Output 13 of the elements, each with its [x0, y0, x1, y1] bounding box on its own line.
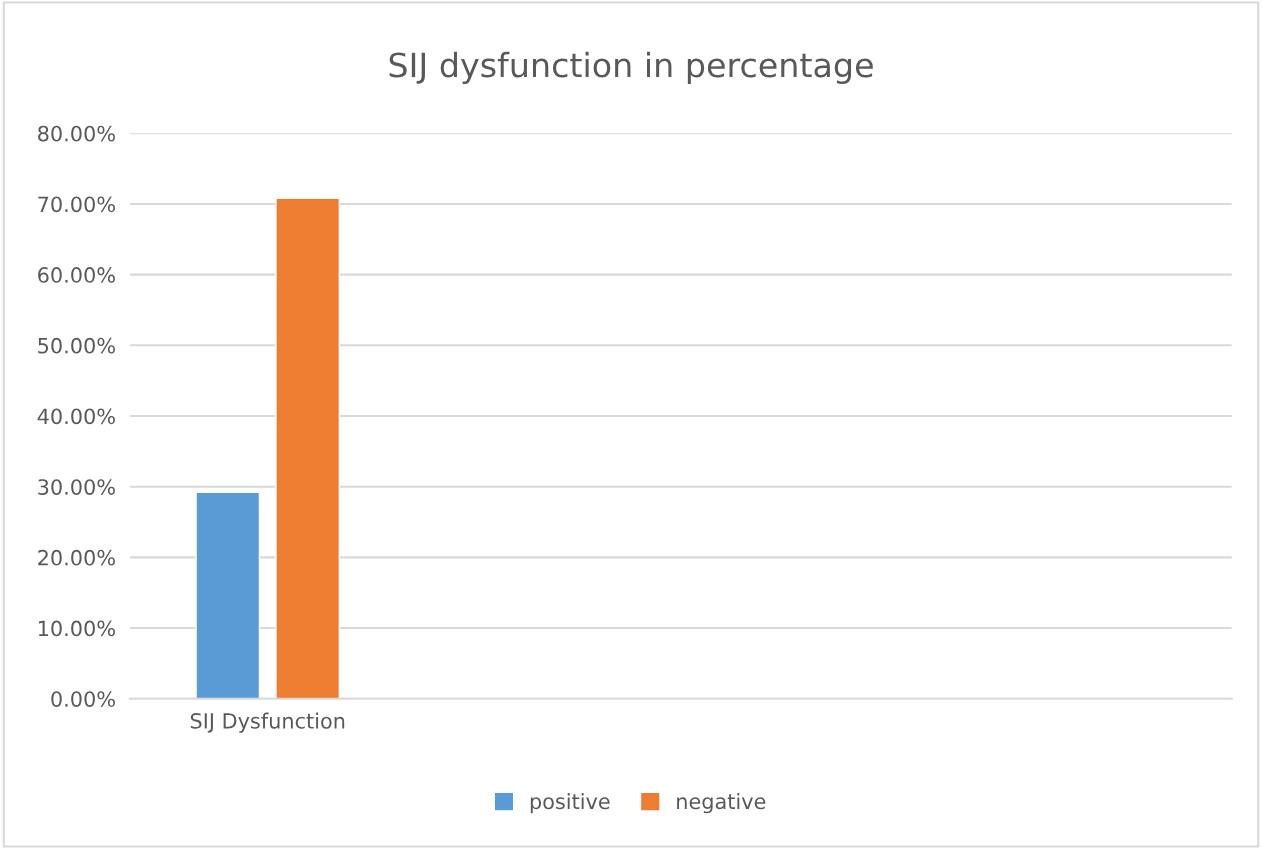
- y-tick-label: 80.00%: [38, 125, 115, 142]
- chart-title: SIJ dysfunction in percentage: [389, 51, 873, 85]
- x-tick-label: SIJ Dysfunction: [190, 712, 345, 733]
- legend-label: negative: [677, 793, 766, 814]
- legend-label: positive: [530, 793, 610, 814]
- y-tick-label: 50.00%: [38, 337, 115, 354]
- y-tick-label: 60.00%: [38, 267, 115, 283]
- y-tick-label: 40.00%: [37, 408, 115, 425]
- y-tick-label: 0.00%: [51, 691, 115, 707]
- y-tick-label: 30.00%: [38, 479, 115, 495]
- y-tick-label: 10.00%: [38, 620, 115, 637]
- y-tick-label: 20.00%: [38, 549, 115, 566]
- y-tick-label: 70.00%: [38, 196, 115, 213]
